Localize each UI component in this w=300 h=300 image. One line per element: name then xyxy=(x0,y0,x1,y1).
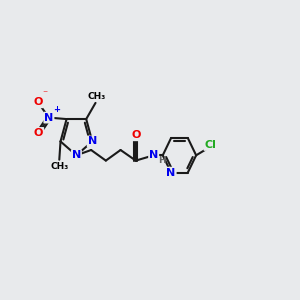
Text: Cl: Cl xyxy=(204,140,216,150)
Text: O: O xyxy=(131,130,140,140)
Text: CH₃: CH₃ xyxy=(88,92,106,101)
Text: N: N xyxy=(44,112,53,123)
Text: N: N xyxy=(88,136,97,146)
Text: O: O xyxy=(33,97,43,107)
Text: O: O xyxy=(34,128,43,138)
Text: N: N xyxy=(72,150,81,160)
Text: +: + xyxy=(53,105,60,114)
Text: N: N xyxy=(149,150,158,160)
Text: H: H xyxy=(158,156,166,165)
Text: N: N xyxy=(167,168,176,178)
Text: CH₃: CH₃ xyxy=(50,162,68,171)
Text: ⁻: ⁻ xyxy=(42,89,47,99)
